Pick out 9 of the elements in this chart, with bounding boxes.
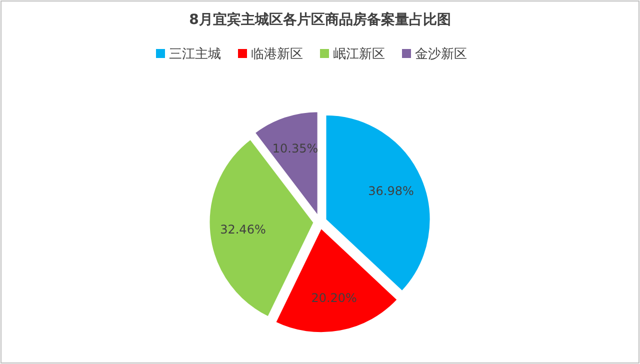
legend-label: 金沙新区 xyxy=(415,47,467,62)
chart-title: 8月宜宾主城区各片区商品房备案量占比图 xyxy=(189,11,451,28)
legend-label: 临港新区 xyxy=(251,47,303,62)
data-label: 10.35% xyxy=(272,142,318,156)
legend-label: 岷江新区 xyxy=(333,47,385,62)
data-label: 36.98% xyxy=(368,184,414,198)
data-label: 20.20% xyxy=(311,291,357,306)
legend-label: 三江主城 xyxy=(169,46,221,62)
data-label: 32.46% xyxy=(220,222,266,237)
